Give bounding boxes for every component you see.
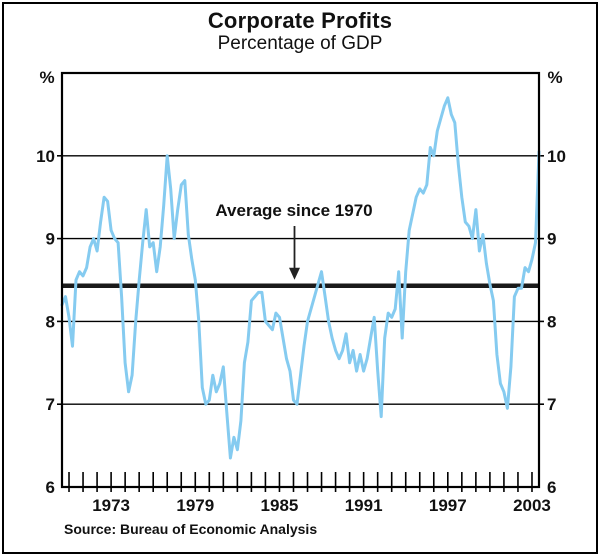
y-tick-label-right: 10 bbox=[547, 147, 566, 166]
chart-title: Corporate Profits bbox=[207, 8, 393, 33]
y-tick-label-left: 8 bbox=[46, 312, 55, 331]
x-tick-label: 1979 bbox=[176, 496, 214, 515]
y-tick-label-right: 8 bbox=[547, 312, 556, 331]
source-note: Source: Bureau of Economic Analysis bbox=[64, 521, 318, 537]
y-tick-label-right: 9 bbox=[547, 230, 556, 249]
y-tick-label-left: 10 bbox=[36, 147, 55, 166]
x-tick-label: 1997 bbox=[429, 496, 467, 515]
y-axis-unit-left: % bbox=[39, 68, 54, 87]
x-tick-label: 1973 bbox=[92, 496, 130, 515]
x-tick-label: 2003 bbox=[513, 496, 551, 515]
y-tick-label-right: 6 bbox=[547, 478, 556, 497]
x-tick-label: 1985 bbox=[261, 496, 299, 515]
y-axis-unit-right: % bbox=[547, 68, 562, 87]
y-tick-label-right: 7 bbox=[547, 395, 556, 414]
plot-frame bbox=[60, 71, 541, 489]
annotation-arrow-head bbox=[289, 267, 300, 280]
y-tick-label-left: 9 bbox=[46, 230, 55, 249]
average-annotation-label: Average since 1970 bbox=[215, 201, 373, 220]
chart-subtitle: Percentage of GDP bbox=[217, 33, 383, 54]
y-tick-label-left: 6 bbox=[46, 478, 55, 497]
data-line bbox=[60, 96, 541, 460]
x-tick-label: 1991 bbox=[345, 496, 383, 515]
y-tick-label-left: 7 bbox=[46, 395, 55, 414]
